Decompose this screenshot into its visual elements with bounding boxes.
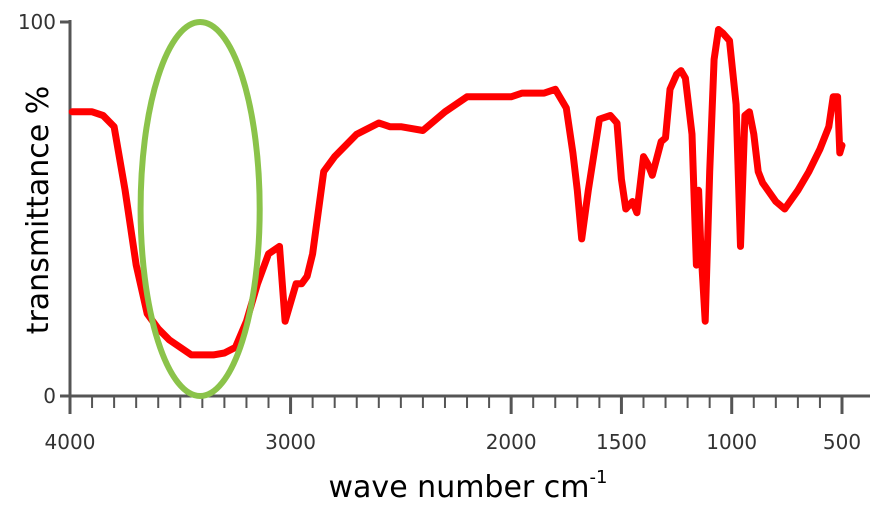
x-tick-label: 1000 xyxy=(706,430,757,454)
x-axis-title-text: wave number cm xyxy=(329,470,590,505)
x-axis-ticks xyxy=(68,396,844,414)
x-tick-label: 500 xyxy=(823,430,861,454)
y-tick-label: 0 xyxy=(43,384,56,408)
highlight-ellipse-annotation xyxy=(137,19,263,399)
x-axis-tick-labels: 4000 3000 2000 1500 1000 500 xyxy=(45,430,862,454)
y-axis-ticks xyxy=(60,20,70,398)
y-tick-label: 100 xyxy=(18,10,56,34)
x-axis-title-superscript: -1 xyxy=(590,467,608,488)
y-axis-title: transmittance % xyxy=(21,86,56,335)
x-tick-label: 4000 xyxy=(45,430,96,454)
x-tick-label: 1500 xyxy=(596,430,647,454)
x-tick-label: 3000 xyxy=(265,430,316,454)
x-axis-title: wave number cm-1 xyxy=(329,467,608,505)
series-line-transmittance xyxy=(68,26,846,359)
x-tick-label: 2000 xyxy=(486,430,537,454)
y-axis-tick-labels: 0 100 xyxy=(18,10,56,408)
